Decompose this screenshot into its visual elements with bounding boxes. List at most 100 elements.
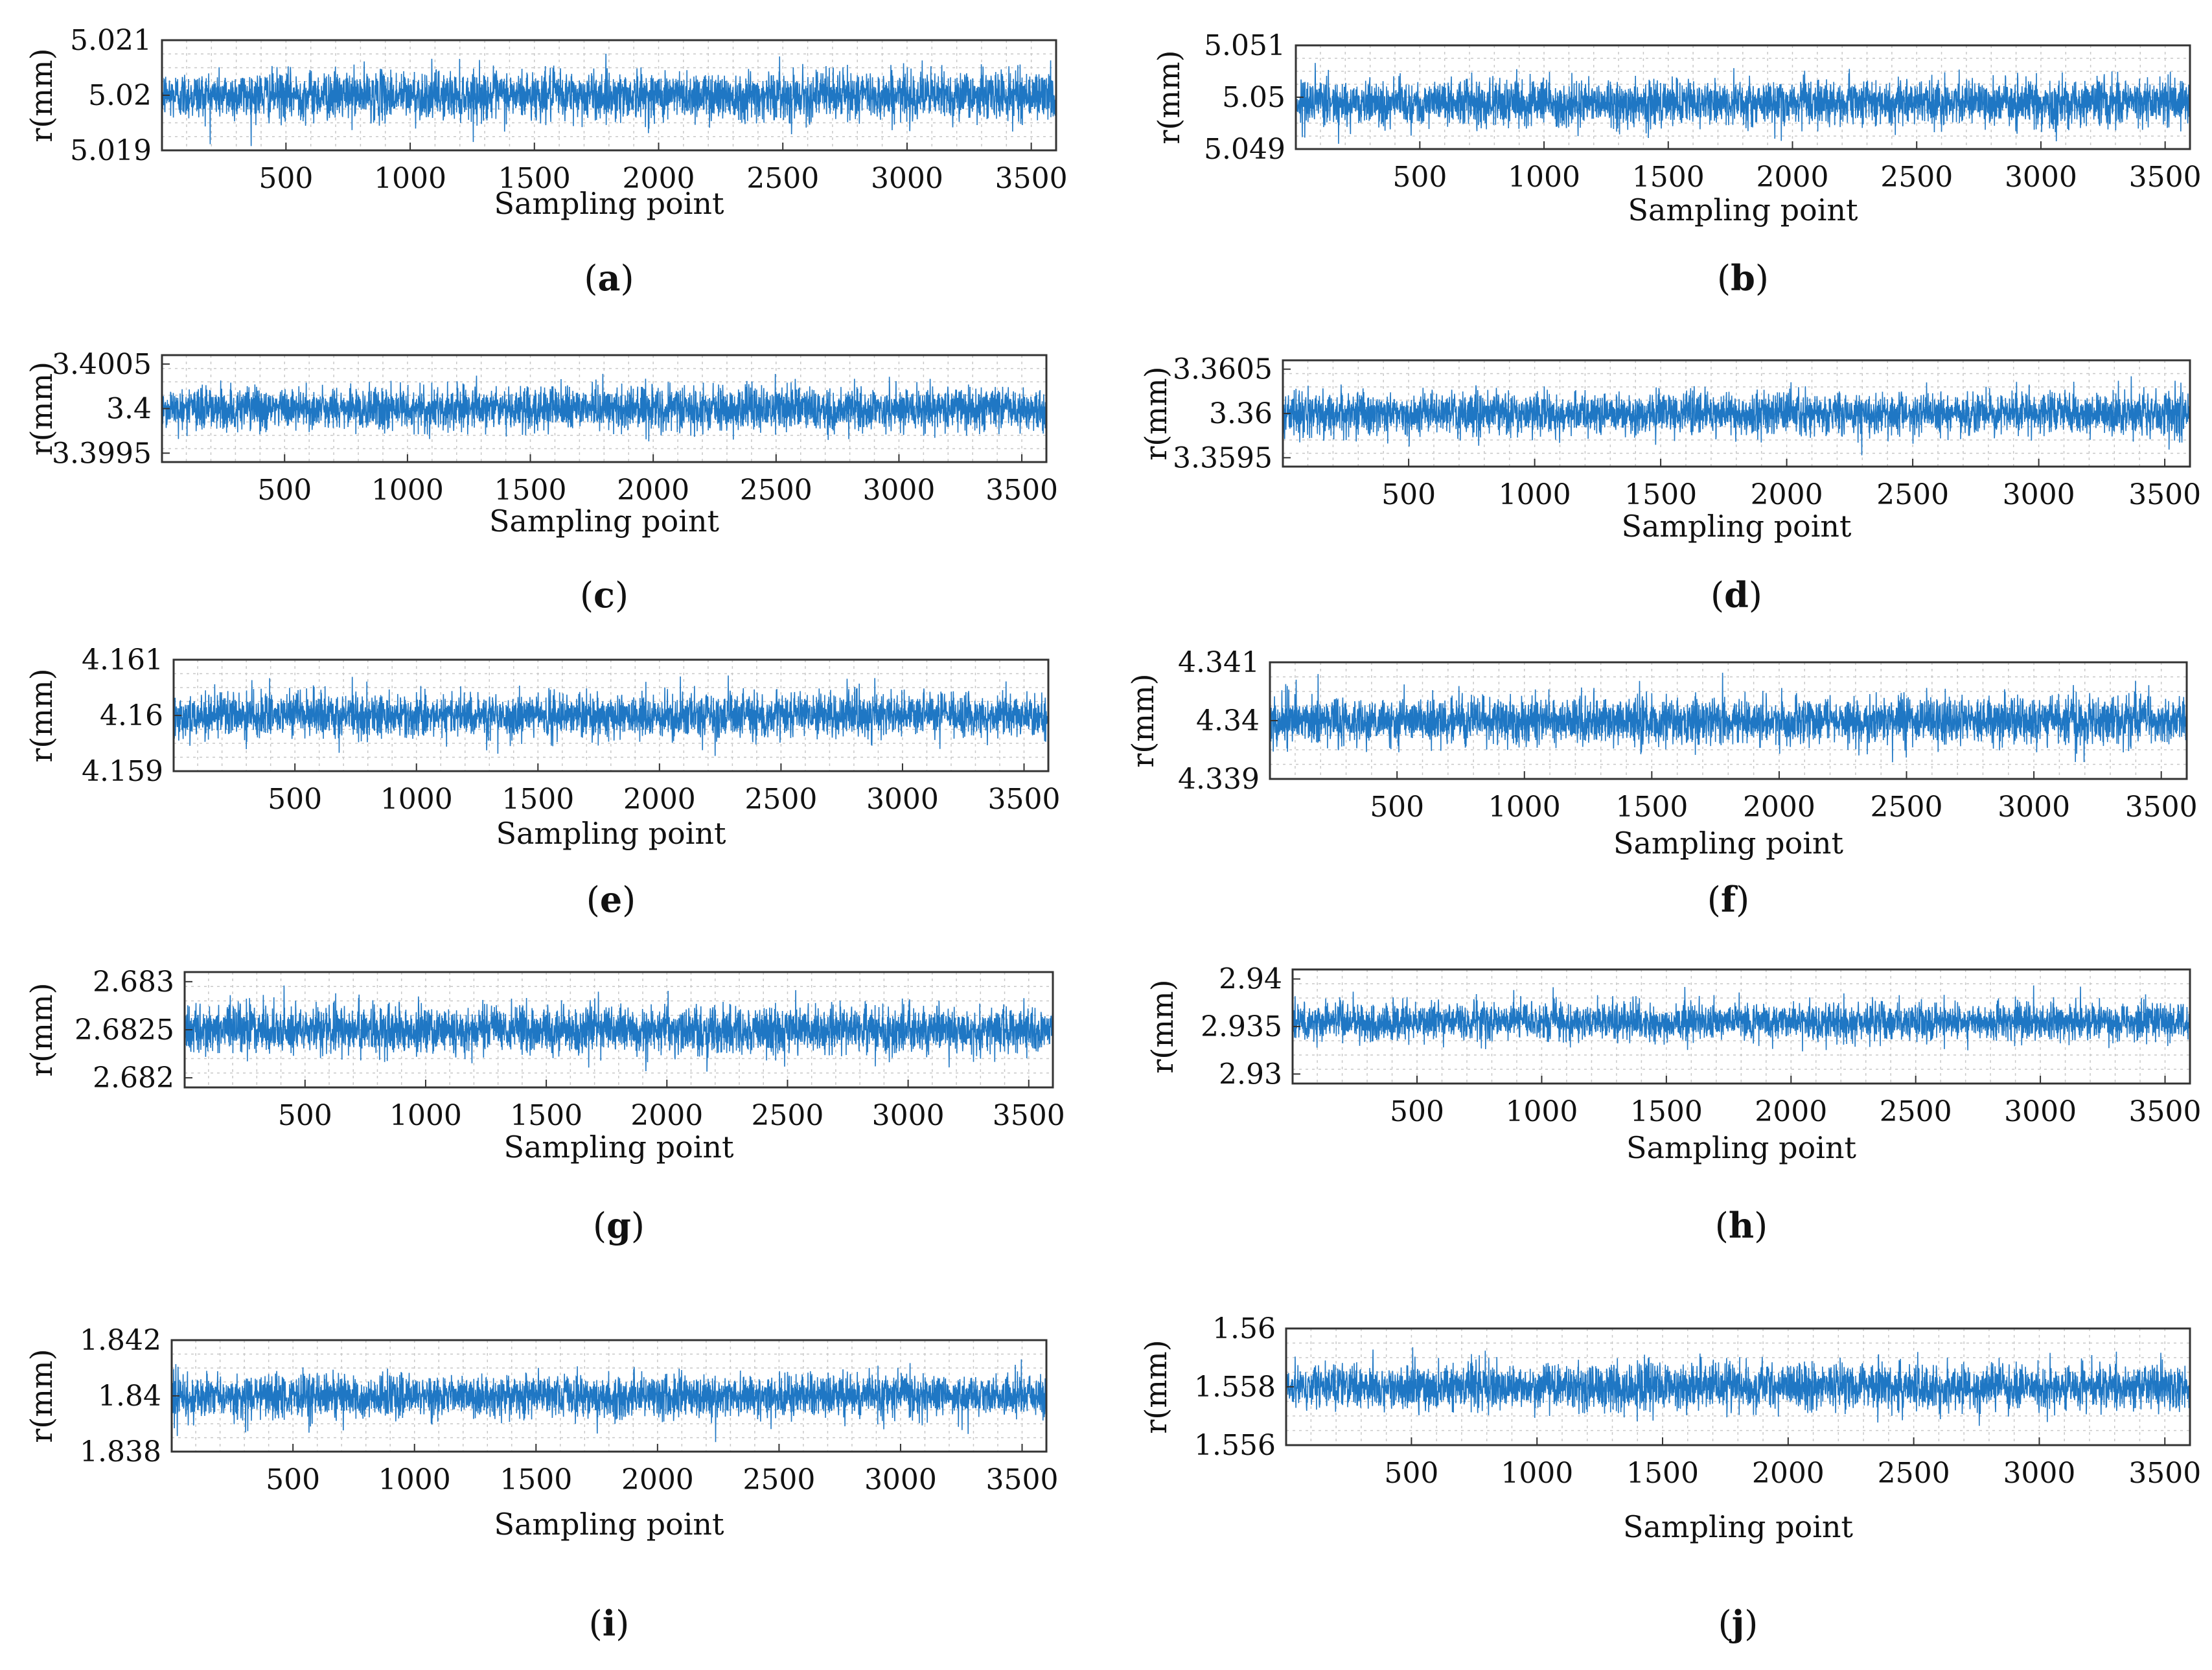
x-tick-label: 3500 [985,1463,1058,1496]
x-tick-label: 3000 [1998,791,2070,824]
x-tick-label: 3500 [985,474,1058,507]
y-tick-label: 5.05 [1222,81,1285,114]
x-tick-label: 3500 [2128,478,2201,511]
y-axis-label: r(mm) [24,668,59,762]
y-axis-label: r(mm) [1138,1339,1173,1433]
y-tick-label: 3.36 [1209,397,1273,430]
x-axis-label: Sampling point [503,1130,734,1165]
x-tick-label: 1000 [1508,161,1580,194]
y-tick-label: 2.682 [93,1061,174,1095]
panel-caption: (d) [1711,574,1762,616]
y-tick-label: 5.049 [1204,133,1285,166]
x-tick-label: 1500 [1626,1457,1699,1490]
panel-caption: (c) [580,574,628,616]
x-tick-label: 1500 [1615,791,1688,824]
y-tick-label: 4.159 [82,755,163,788]
y-tick-label: 5.051 [1204,29,1285,62]
x-tick-label: 1000 [389,1099,462,1132]
series-line [162,53,1056,146]
y-tick-label: 2.935 [1201,1010,1282,1043]
x-tick-label: 1000 [371,474,444,507]
x-tick-label: 500 [1370,791,1424,824]
x-axis-label: Sampling point [494,186,724,221]
x-tick-label: 500 [1381,478,1436,511]
x-tick-label: 2500 [1880,161,1953,194]
x-tick-label: 1500 [1630,1095,1703,1128]
y-tick-label: 4.161 [82,644,163,677]
x-tick-label: 3000 [866,783,939,816]
x-axis-label: Sampling point [1623,1509,1854,1544]
x-axis-label: Sampling point [496,816,726,851]
x-tick-label: 2000 [1755,1095,1827,1128]
x-tick-label: 500 [266,1463,320,1496]
x-tick-label: 1000 [1488,791,1561,824]
x-tick-label: 2500 [740,474,812,507]
x-tick-label: 3000 [2004,1095,2077,1128]
x-tick-label: 2000 [1757,161,1829,194]
x-tick-label: 2000 [617,474,689,507]
x-tick-label: 1000 [1505,1095,1578,1128]
panel-caption: (b) [1717,257,1769,299]
x-tick-label: 3000 [871,162,943,195]
y-tick-label: 3.3995 [52,437,152,470]
series-line [162,373,1046,442]
x-tick-label: 1500 [1632,161,1705,194]
series-line [1270,673,2187,763]
y-axis-label: r(mm) [1125,673,1160,767]
chart-panel-g: 500 1000 1500 2000 2500 3000 3500 2.683 2.6825 2.… [24,966,1065,1246]
y-tick-label: 1.56 [1212,1312,1276,1345]
x-tick-label: 1000 [374,162,446,195]
x-tick-label: 500 [257,474,312,507]
x-tick-label: 2500 [751,1099,824,1132]
x-axis-label: Sampling point [1626,1130,1857,1165]
x-tick-label: 3500 [2128,1457,2201,1490]
chart-panel-c: 500 1000 1500 2000 2500 3000 3500 3.4005 3.4 3.39… [24,348,1058,616]
y-tick-label: 3.4 [106,393,152,426]
x-tick-label: 3000 [864,1463,937,1496]
series-line [1283,376,2190,456]
x-tick-label: 2500 [1876,478,1949,511]
panel-caption: (e) [586,879,636,920]
x-tick-label: 1500 [510,1099,582,1132]
x-tick-label: 3000 [862,474,935,507]
y-axis-label: r(mm) [24,48,59,142]
x-tick-label: 3500 [2125,791,2198,824]
y-tick-label: 1.556 [1194,1429,1276,1462]
x-tick-label: 3000 [2003,478,2075,511]
chart-panel-d: 500 1000 1500 2000 2500 3000 3500 3.3605 3.36 3.3… [1138,353,2201,616]
chart-panel-b: 500 1000 1500 2000 2500 3000 3500 5.051 5.05 5.04… [1151,29,2202,299]
chart-panel-j: 500 1000 1500 2000 2500 3000 3500 1.56 1.558 1.55… [1138,1312,2201,1644]
series-line [1296,63,2190,144]
x-tick-label: 1500 [500,1463,572,1496]
x-tick-label: 3000 [2005,161,2077,194]
x-tick-label: 3500 [987,783,1060,816]
y-tick-label: 4.34 [1196,704,1260,737]
x-tick-label: 2000 [623,162,695,195]
y-tick-label: 5.02 [88,79,152,112]
y-tick-label: 1.842 [80,1324,161,1357]
y-tick-label: 2.683 [93,966,174,999]
y-tick-label: 4.339 [1178,763,1260,796]
y-tick-label: 1.84 [98,1380,161,1413]
y-tick-label: 4.16 [100,699,163,732]
panel-caption: (g) [593,1205,645,1246]
y-tick-label: 3.3595 [1173,441,1273,474]
x-tick-label: 500 [1390,1095,1444,1128]
x-tick-label: 2000 [623,783,696,816]
x-tick-label: 2500 [1871,791,1943,824]
x-tick-label: 2000 [621,1463,694,1496]
series-line [1293,985,2190,1052]
x-tick-label: 2500 [1880,1095,1952,1128]
x-tick-label: 3500 [2129,1095,2202,1128]
y-axis-label: r(mm) [1138,366,1173,460]
y-tick-label: 1.838 [80,1435,161,1468]
x-axis-label: Sampling point [1628,192,1858,227]
x-tick-label: 2000 [630,1099,703,1132]
x-tick-label: 1500 [494,474,567,507]
x-tick-label: 2500 [1878,1457,1950,1490]
x-tick-label: 2500 [746,162,819,195]
y-tick-label: 1.558 [1194,1371,1276,1404]
panel-caption: (a) [584,257,634,299]
y-tick-label: 2.94 [1219,963,1282,996]
